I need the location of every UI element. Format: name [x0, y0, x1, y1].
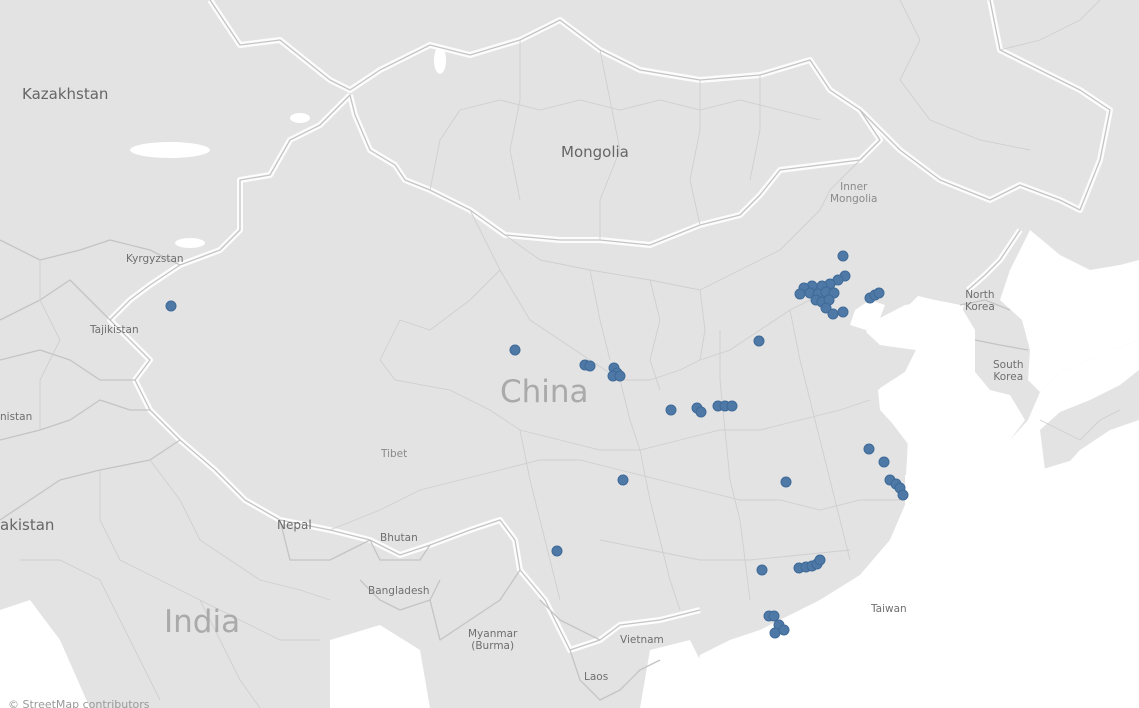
yellow-sea [866, 300, 1025, 470]
bohai-sea [850, 300, 885, 330]
label-pakistan: akistan [0, 516, 55, 534]
marker-layer[interactable] [165, 250, 909, 639]
marker[interactable] [878, 456, 890, 468]
marker[interactable] [794, 288, 806, 300]
east-china-sea [690, 440, 1139, 708]
marker[interactable] [863, 443, 875, 455]
marker[interactable] [837, 250, 849, 262]
arabian-coast [0, 600, 90, 708]
gulf-tonkin [640, 640, 700, 708]
marker[interactable] [695, 406, 707, 418]
label-bangladesh: Bangladesh [368, 585, 430, 597]
marker[interactable] [551, 545, 563, 557]
label-taiwan: Taiwan [871, 603, 907, 615]
marker[interactable] [897, 489, 909, 501]
label-north-korea: North Korea [965, 289, 995, 314]
label-south-korea: South Korea [993, 359, 1024, 384]
marker[interactable] [814, 554, 826, 566]
lake-khuvsgul [434, 46, 446, 74]
issyk-kul [175, 238, 205, 248]
marker[interactable] [873, 287, 885, 299]
label-mongolia: Mongolia [561, 143, 629, 161]
bay-of-bengal [330, 625, 430, 708]
label-bhutan: Bhutan [380, 532, 418, 544]
label-afghanistan: nistan [0, 411, 33, 423]
marker[interactable] [778, 624, 790, 636]
label-china: China [500, 374, 589, 410]
sea-of-japan [1000, 230, 1139, 392]
marker[interactable] [768, 610, 780, 622]
land-japan [1040, 370, 1139, 472]
marker[interactable] [584, 360, 596, 372]
label-india: India [164, 604, 241, 640]
label-tajikistan: Tajikistan [90, 324, 139, 336]
label-kyrgyzstan: Kyrgyzstan [126, 253, 184, 265]
marker[interactable] [820, 302, 832, 314]
marker[interactable] [509, 344, 521, 356]
label-kazakhstan: Kazakhstan [22, 85, 109, 103]
land-korea-peninsula [960, 290, 1030, 395]
marker[interactable] [756, 564, 768, 576]
label-vietnam: Vietnam [620, 634, 664, 646]
marker[interactable] [726, 400, 738, 412]
marker[interactable] [769, 627, 781, 639]
marker[interactable] [617, 474, 629, 486]
map-attribution[interactable]: © StreetMap contributors [8, 698, 150, 708]
marker[interactable] [827, 308, 839, 320]
country-borders [0, 0, 1111, 701]
lake-baikal [570, 0, 675, 30]
province-borders [20, 0, 1121, 708]
marker[interactable] [753, 335, 765, 347]
label-myanmar: Myanmar (Burma) [468, 628, 518, 653]
label-laos: Laos [584, 671, 609, 683]
marker[interactable] [614, 370, 626, 382]
label-tibet: Tibet [381, 448, 408, 460]
marker[interactable] [165, 300, 177, 312]
marker[interactable] [665, 404, 677, 416]
marker[interactable] [780, 476, 792, 488]
lake-uvs [290, 113, 310, 123]
lake-balkhash [130, 142, 210, 158]
label-inner-mongolia: Inner Mongolia [830, 181, 878, 206]
marker[interactable] [837, 306, 849, 318]
label-nepal: Nepal [277, 518, 312, 532]
